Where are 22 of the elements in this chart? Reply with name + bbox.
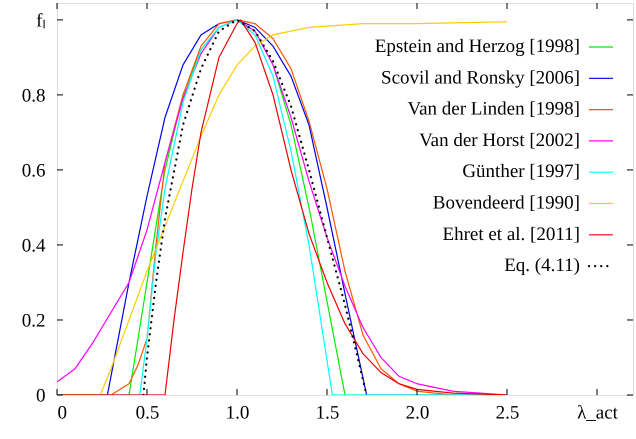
legend-label: Günther [1997]	[462, 161, 580, 182]
legend-label: Van der Linden [1998]	[407, 98, 580, 120]
x-tick-label: 1.0	[226, 402, 250, 424]
y-tick-label: 0.4	[22, 235, 46, 256]
y-tick-label: 0	[36, 386, 46, 406]
x-tick-label: 0.5	[136, 402, 160, 424]
legend-label: Eq. (4.11)	[504, 255, 580, 276]
line-series	[142, 18, 368, 395]
y-tick-label: 0.2	[22, 310, 46, 332]
x-tick-label: λ_act	[577, 402, 619, 424]
legend-label: Van der Horst [2002]	[419, 130, 580, 151]
x-tick-label: 1.5	[316, 402, 340, 424]
legend-label: Scovil and Ronsky [2006]	[381, 67, 580, 88]
legend-label: Ehret et al. [2011]	[442, 224, 580, 245]
x-tick-label: 0	[58, 402, 67, 424]
y-tick-label: 0.6	[22, 160, 46, 182]
x-tick-label: 2.0	[406, 402, 430, 424]
y-tick-label: fₗ	[36, 10, 46, 32]
x-tick-label: 2.5	[496, 402, 520, 424]
legend-label: Bovendeerd [1990]	[432, 192, 580, 214]
legend-label: Epstein and Herzog [1998]	[374, 36, 580, 57]
y-tick-label: 0.8	[22, 85, 46, 106]
